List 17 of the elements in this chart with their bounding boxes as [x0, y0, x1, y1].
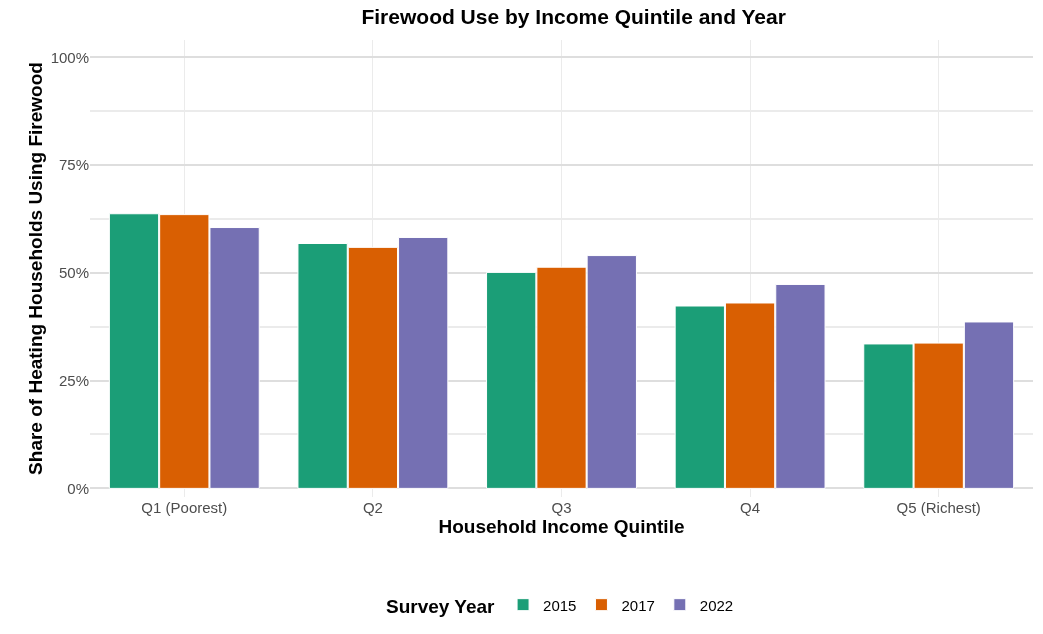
x-axis-title: Household Income Quintile	[438, 516, 685, 537]
y-tick-label: 0%	[67, 479, 89, 497]
x-tick-label: Q3	[551, 499, 572, 516]
chart-title: Firewood Use by Income Quintile and Year	[361, 5, 786, 29]
y-tick-label: 25%	[58, 371, 89, 389]
x-tick-label: Q1 (Poorest)	[141, 499, 228, 516]
x-tick-label: Q5 (Richest)	[896, 499, 981, 516]
legend-label: 2015	[543, 596, 577, 614]
x-tick-label: Q4	[740, 499, 761, 516]
y-tick-label: 75%	[58, 156, 89, 174]
y-axis-title: Share of Heating Households Using Firewood	[25, 62, 46, 475]
y-tick-label: 100%	[50, 48, 89, 66]
legend-label: 2017	[621, 596, 655, 614]
legend-title: Survey Year	[386, 596, 496, 618]
x-tick-label: Q2	[362, 499, 383, 516]
legend-label: 2022	[699, 596, 734, 614]
y-tick-label: 50%	[58, 264, 89, 282]
